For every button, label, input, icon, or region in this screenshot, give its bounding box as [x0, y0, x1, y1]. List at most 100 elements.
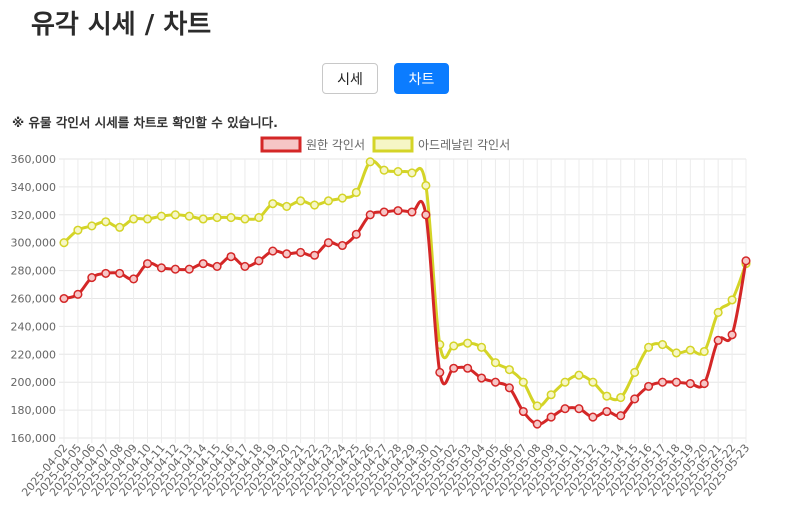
- data-point-1: [59, 238, 69, 248]
- data-point-1: [713, 307, 723, 318]
- y-tick-label: 220,000: [11, 348, 57, 361]
- data-point-0: [379, 207, 389, 217]
- data-point-0: [268, 246, 278, 256]
- data-point-0: [504, 383, 514, 393]
- data-point-1: [574, 370, 584, 380]
- y-tick-label: 180,000: [11, 404, 57, 417]
- data-point-0: [449, 363, 459, 373]
- y-tick-label: 260,000: [11, 293, 57, 306]
- price-button[interactable]: 시세: [322, 63, 378, 94]
- chart-note: ※ 유물 각인서 시세를 차트로 확인할 수 있습니다.: [12, 115, 278, 130]
- data-point-1: [337, 193, 347, 203]
- data-point-1: [560, 377, 570, 387]
- data-point-1: [365, 157, 375, 167]
- data-point-0: [699, 379, 709, 389]
- page-title: 유각 시세 / 차트: [31, 10, 212, 40]
- data-point-0: [518, 406, 528, 417]
- y-tick-label: 320,000: [11, 209, 57, 222]
- data-point-0: [657, 377, 668, 387]
- data-point-0: [170, 264, 180, 274]
- data-point-0: [337, 240, 347, 251]
- data-point-0: [421, 210, 431, 220]
- data-point-1: [254, 213, 264, 223]
- data-point-1: [351, 187, 361, 198]
- data-point-0: [546, 412, 556, 422]
- data-point-1: [240, 214, 250, 224]
- data-point-0: [463, 363, 473, 373]
- data-point-0: [296, 247, 306, 258]
- y-tick-label: 340,000: [11, 181, 57, 194]
- data-point-0: [741, 256, 751, 266]
- data-point-1: [323, 196, 333, 206]
- y-tick-label: 300,000: [11, 237, 57, 250]
- data-point-0: [323, 238, 333, 248]
- data-point-0: [574, 404, 584, 414]
- data-point-1: [546, 390, 556, 400]
- data-point-1: [477, 342, 487, 352]
- data-point-1: [644, 342, 654, 352]
- data-point-1: [184, 211, 194, 221]
- legend-label-0: 원한 각인서: [306, 138, 365, 152]
- series-line-0: [63, 199, 748, 426]
- data-point-0: [115, 268, 125, 278]
- data-point-1: [671, 348, 681, 358]
- data-point-1: [463, 338, 473, 348]
- data-point-0: [477, 373, 487, 383]
- data-point-0: [727, 330, 737, 340]
- legend-label-1: 아드레날린 각인서: [418, 138, 510, 152]
- data-point-1: [87, 221, 97, 231]
- data-point-0: [129, 274, 139, 284]
- data-point-0: [198, 259, 208, 269]
- data-point-1: [407, 168, 417, 178]
- data-point-1: [490, 358, 501, 368]
- data-point-1: [699, 346, 709, 357]
- y-tick-label: 160,000: [11, 432, 57, 445]
- data-point-0: [226, 252, 236, 262]
- data-point-0: [588, 412, 598, 422]
- data-point-0: [407, 207, 417, 217]
- data-point-1: [393, 167, 403, 177]
- data-point-1: [602, 391, 612, 401]
- data-point-1: [727, 295, 737, 305]
- series-line-1: [62, 159, 748, 408]
- data-point-0: [532, 419, 542, 429]
- data-point-1: [156, 211, 166, 221]
- data-point-0: [73, 289, 83, 299]
- chart-button[interactable]: 차트: [394, 63, 449, 94]
- legend-swatch-0: [260, 136, 302, 153]
- y-tick-label: 360,000: [11, 153, 57, 166]
- data-point-0: [365, 210, 375, 220]
- data-point-0: [101, 268, 111, 278]
- data-point-0: [644, 381, 654, 391]
- data-point-0: [184, 264, 194, 274]
- y-tick-label: 280,000: [11, 265, 57, 278]
- data-point-1: [616, 392, 626, 403]
- data-point-1: [379, 165, 389, 175]
- data-point-1: [170, 210, 180, 220]
- data-point-1: [657, 339, 668, 350]
- data-point-0: [240, 261, 250, 271]
- data-point-0: [254, 256, 264, 266]
- data-point-0: [282, 249, 292, 259]
- legend-swatch-1: [372, 136, 414, 153]
- data-point-0: [212, 261, 222, 271]
- data-point-0: [630, 394, 640, 404]
- data-point-0: [59, 293, 69, 304]
- data-point-1: [142, 214, 153, 224]
- data-point-1: [282, 201, 292, 211]
- data-point-1: [129, 214, 139, 224]
- data-point-1: [309, 200, 320, 210]
- data-point-1: [630, 367, 640, 377]
- data-point-1: [685, 345, 695, 355]
- data-point-1: [504, 365, 514, 375]
- data-point-1: [532, 401, 542, 411]
- data-point-0: [435, 367, 445, 377]
- data-point-1: [115, 222, 125, 232]
- data-point-1: [73, 225, 83, 235]
- data-point-1: [449, 341, 459, 351]
- data-point-0: [156, 263, 166, 273]
- data-point-0: [490, 377, 501, 387]
- data-point-1: [421, 180, 431, 191]
- data-point-0: [713, 335, 723, 345]
